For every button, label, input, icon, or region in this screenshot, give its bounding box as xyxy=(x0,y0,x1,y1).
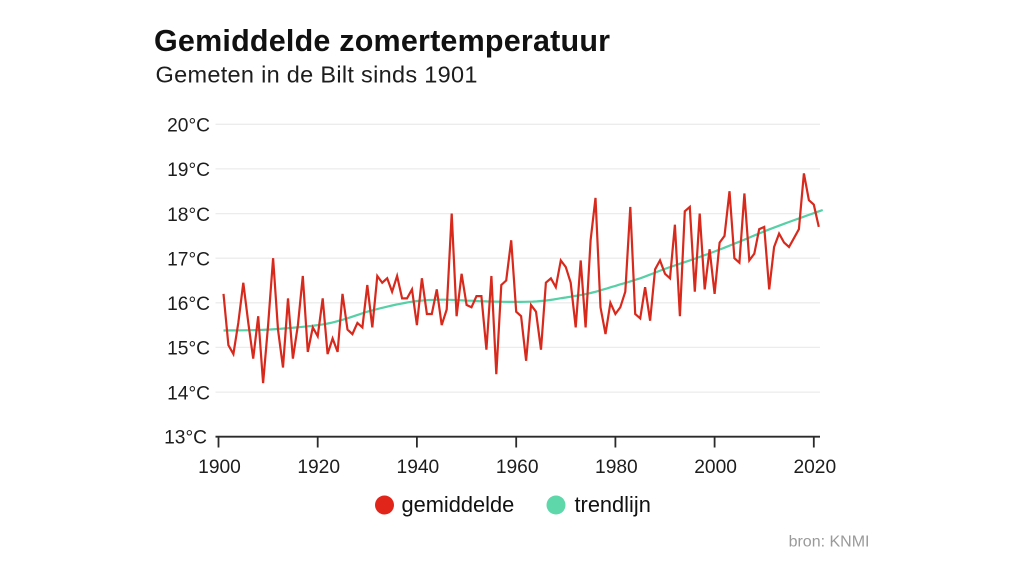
svg-text:gemiddelde: gemiddelde xyxy=(402,492,515,517)
svg-text:Gemiddelde zomertemperatuur: Gemiddelde zomertemperatuur xyxy=(154,24,610,58)
svg-text:16°C: 16°C xyxy=(167,294,210,315)
svg-text:bron: KNMI: bron: KNMI xyxy=(789,534,870,551)
svg-text:1940: 1940 xyxy=(397,457,440,478)
svg-text:1920: 1920 xyxy=(297,457,340,478)
svg-text:trendlijn: trendlijn xyxy=(575,492,651,517)
svg-text:1960: 1960 xyxy=(496,457,539,478)
svg-text:Gemeten in de Bilt sinds 1901: Gemeten in de Bilt sinds 1901 xyxy=(156,62,478,88)
svg-text:2000: 2000 xyxy=(694,457,737,478)
svg-text:18°C: 18°C xyxy=(167,205,210,226)
svg-text:1980: 1980 xyxy=(595,457,638,478)
svg-text:17°C: 17°C xyxy=(167,249,210,270)
svg-text:13°C: 13°C xyxy=(164,428,207,449)
svg-text:14°C: 14°C xyxy=(167,383,210,404)
svg-text:19°C: 19°C xyxy=(167,160,210,181)
svg-text:2020: 2020 xyxy=(793,457,836,478)
svg-text:1900: 1900 xyxy=(198,457,241,478)
svg-text:20°C: 20°C xyxy=(167,116,210,137)
svg-text:15°C: 15°C xyxy=(167,339,210,360)
